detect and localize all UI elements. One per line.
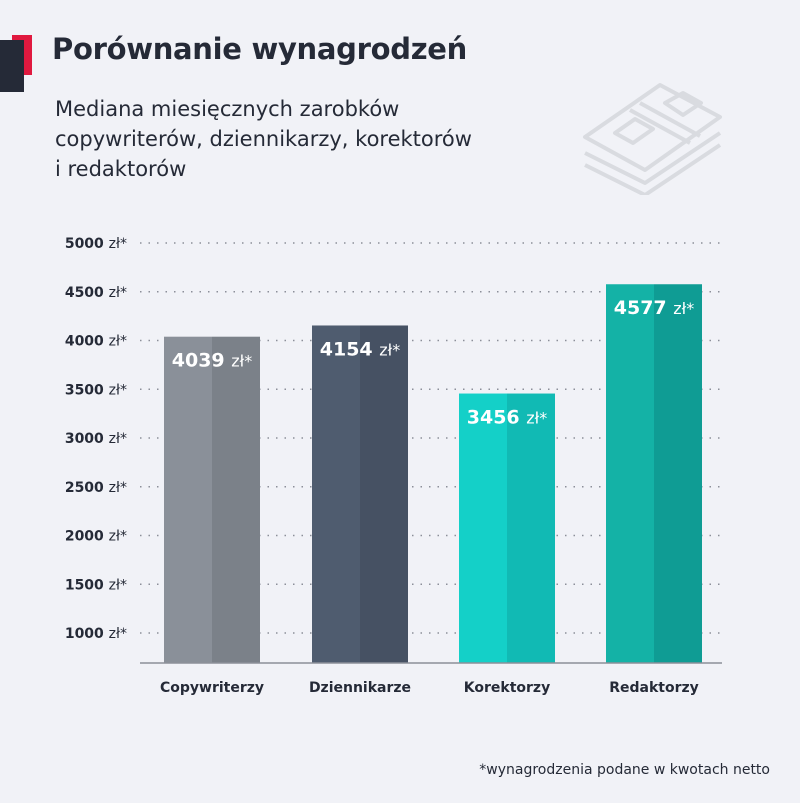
bar-shade: [360, 325, 408, 663]
subtitle-line: i redaktorów: [55, 157, 187, 181]
bar: [606, 284, 654, 663]
bar: [164, 336, 212, 663]
y-tick-label: 2000 zł*: [65, 529, 127, 545]
logo-dark-square: [0, 40, 24, 92]
y-tick-label: 2500 zł*: [65, 480, 127, 496]
subtitle-line: copywriterów, dziennikarzy, korektorów: [55, 127, 472, 151]
data-label: 4154 zł*: [320, 338, 400, 360]
y-tick-label: 3000 zł*: [65, 431, 127, 447]
y-tick-label: 3500 zł*: [65, 382, 127, 398]
y-tick-label: 4000 zł*: [65, 334, 127, 350]
bar-shade: [654, 284, 702, 663]
bar-chart: 1000 zł* 1500 zł* 2000 zł* 2500 zł* 3000 zł*…: [65, 236, 722, 696]
footnote: *wynagrodzenia podane w kwotach netto: [479, 762, 770, 778]
subtitle: Mediana miesięcznych zarobków copywriter…: [55, 94, 555, 184]
bar: [312, 325, 360, 663]
page-title: Porównanie wynagrodzeń: [52, 32, 468, 66]
data-label: 3456 zł*: [467, 407, 547, 429]
money-stack-icon: [583, 83, 722, 195]
x-tick-label: Copywriterzy: [160, 680, 264, 696]
y-tick-label: 4500 zł*: [65, 285, 127, 301]
data-label: 4577 zł*: [614, 297, 694, 319]
x-tick-label: Korektorzy: [464, 680, 550, 696]
bar-shade: [212, 336, 260, 663]
subtitle-line: Mediana miesięcznych zarobków: [55, 97, 400, 121]
y-tick-label: 1000 zł*: [65, 626, 127, 642]
x-tick-label: Dziennikarze: [309, 680, 411, 696]
bar-shade: [507, 393, 555, 663]
data-label: 4039 zł*: [172, 350, 252, 372]
bar: [459, 393, 507, 663]
x-tick-label: Redaktorzy: [609, 680, 699, 696]
y-tick-label: 1500 zł*: [65, 577, 127, 593]
y-tick-label: 5000 zł*: [65, 236, 127, 252]
